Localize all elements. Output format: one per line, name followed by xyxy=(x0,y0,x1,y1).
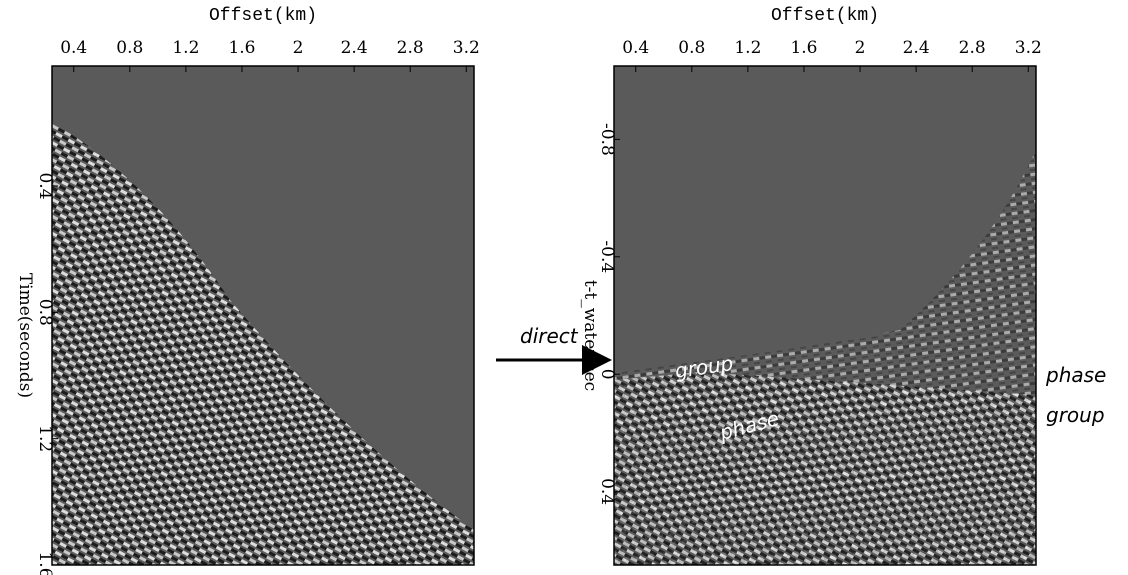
y-axis-label: t-t_water sec xyxy=(580,280,600,391)
seismic-texture xyxy=(614,372,1036,565)
annotation: phase xyxy=(1045,363,1106,387)
x-tick-label: 3.2 xyxy=(453,38,480,58)
y-tick-label: 0 xyxy=(597,369,617,380)
x-axis-label: Offset(km) xyxy=(771,6,879,26)
frame xyxy=(613,65,1037,566)
y-axis-label: Time(seconds) xyxy=(15,273,35,398)
x-tick-label: 1.6 xyxy=(228,38,255,58)
x-tick-label: 0.8 xyxy=(678,38,705,58)
x-tick-label: 0.8 xyxy=(116,38,143,58)
x-tick-label: 3.2 xyxy=(1015,38,1042,58)
x-tick-label: 2 xyxy=(855,38,866,58)
y-tick-label: 0.4 xyxy=(597,478,617,505)
x-axis-label: Offset(km) xyxy=(209,6,317,26)
y-tick-label: 0.8 xyxy=(35,299,55,326)
y-tick-label: 0.4 xyxy=(35,172,55,199)
x-tick-label: 1.2 xyxy=(734,38,761,58)
x-tick-label: 2 xyxy=(293,38,304,58)
annotation: group xyxy=(1046,403,1105,427)
y-tick-label: -0.4 xyxy=(597,240,617,273)
frame xyxy=(51,65,475,566)
annotation: direct xyxy=(520,324,579,348)
x-tick-label: 1.6 xyxy=(790,38,817,58)
y-tick-label: -0.8 xyxy=(597,123,617,156)
x-tick-label: 2.8 xyxy=(959,38,986,58)
x-tick-label: 2.8 xyxy=(397,38,424,58)
y-tick-label: 1.6 xyxy=(35,551,55,575)
seismic-texture xyxy=(52,122,474,565)
x-tick-label: 2.4 xyxy=(341,38,368,58)
y-tick-label: 1.2 xyxy=(35,425,55,452)
x-tick-label: 1.2 xyxy=(172,38,199,58)
x-tick-label: 0.4 xyxy=(60,38,87,58)
x-tick-label: 2.4 xyxy=(903,38,930,58)
x-tick-label: 0.4 xyxy=(622,38,649,58)
